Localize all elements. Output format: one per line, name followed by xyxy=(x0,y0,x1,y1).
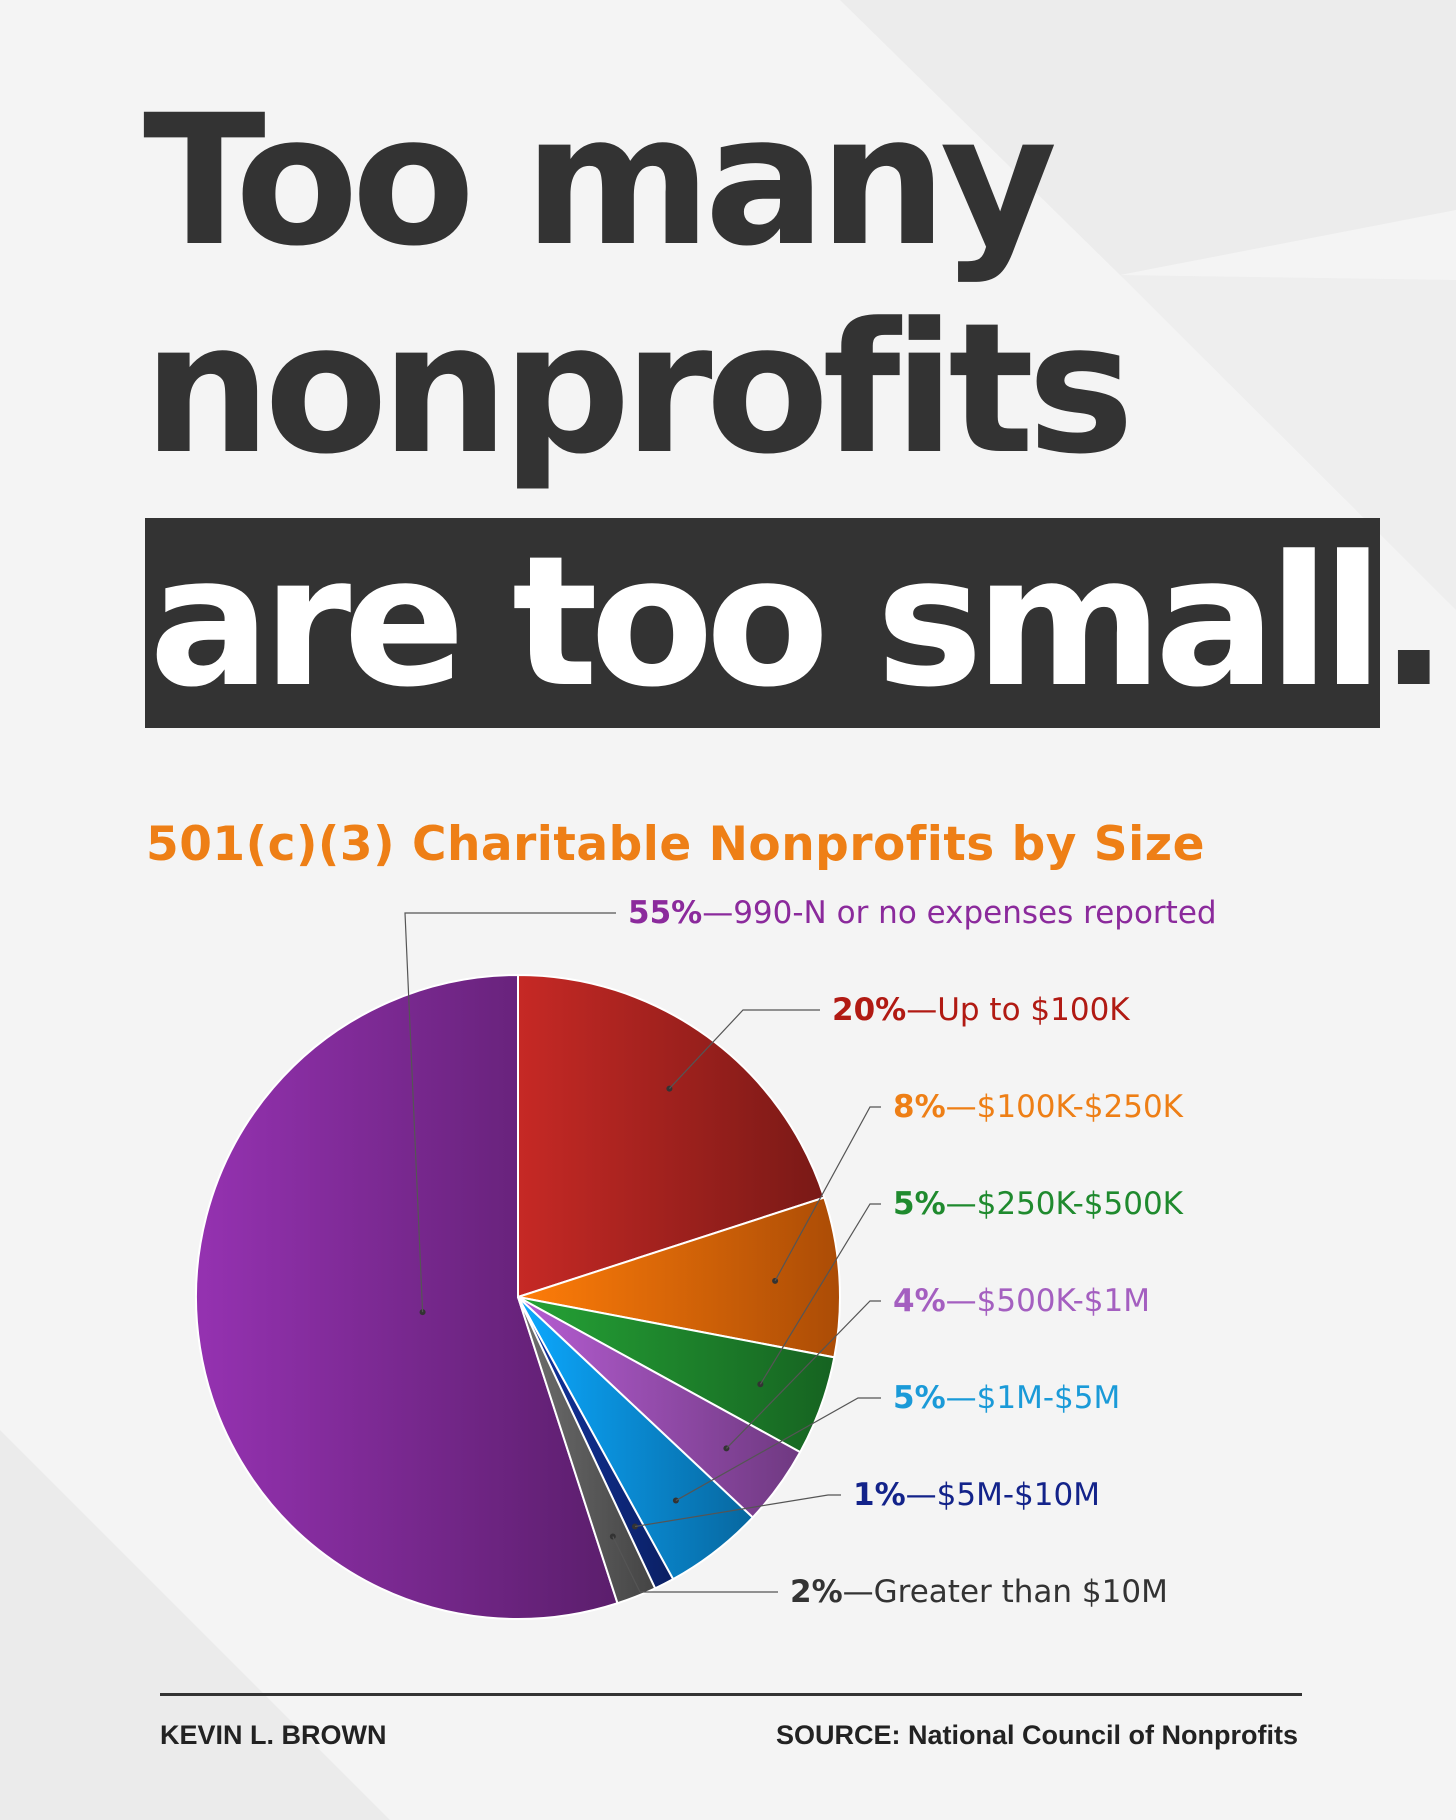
slice-description: —$250K-$500K xyxy=(946,1186,1184,1222)
slice-description: —$100K-$250K xyxy=(946,1089,1184,1125)
leader-line xyxy=(774,1106,881,1282)
author-credit: KEVIN L. BROWN xyxy=(160,1720,387,1750)
headline-line-3: are too small. xyxy=(145,518,1448,728)
slice-percent: 8% xyxy=(893,1089,946,1125)
leader-line xyxy=(675,1397,881,1502)
slice-description: —990-N or no expenses reported xyxy=(702,895,1216,931)
slice-label: 1%—$5M-$10M xyxy=(853,1477,1100,1513)
slice-label: 5%—$250K-$500K xyxy=(893,1186,1184,1222)
leader-line xyxy=(759,1203,881,1385)
slice-label: 55%—990-N or no expenses reported xyxy=(628,895,1217,931)
headline-period: . xyxy=(1379,518,1448,727)
slice-percent: 20% xyxy=(832,992,906,1028)
slice-label: 5%—$1M-$5M xyxy=(893,1380,1120,1416)
headline-highlight: are too small xyxy=(145,518,1384,728)
slice-description: —$5M-$10M xyxy=(906,1477,1100,1513)
slice-percent: 5% xyxy=(893,1186,946,1222)
slice-description: —$1M-$5M xyxy=(946,1380,1121,1416)
pie-slice xyxy=(517,1196,841,1359)
slice-label: 2%—Greater than $10M xyxy=(790,1574,1168,1610)
slice-description: —Greater than $10M xyxy=(843,1574,1168,1610)
pie-slice xyxy=(195,973,619,1620)
slice-percent: 4% xyxy=(893,1283,946,1319)
leader-line xyxy=(612,1536,778,1593)
slice-label: 8%—$100K-$250K xyxy=(893,1089,1184,1125)
slice-percent: 5% xyxy=(893,1380,946,1416)
leader-line xyxy=(668,1009,820,1090)
leader-line xyxy=(404,912,616,1313)
headline-line-2: nonprofits xyxy=(143,285,1134,494)
slice-description: —Up to $100K xyxy=(906,992,1130,1028)
slice-percent: 1% xyxy=(853,1477,906,1513)
slice-label: 20%—Up to $100K xyxy=(832,992,1130,1028)
pie-slice xyxy=(517,973,826,1299)
chart-title: 501(c)(3) Charitable Nonprofits by Size xyxy=(146,817,1205,872)
source-credit: SOURCE: National Council of Nonprofits xyxy=(776,1720,1298,1750)
slice-percent: 2% xyxy=(790,1574,843,1610)
leader-line xyxy=(725,1300,881,1449)
footer-divider xyxy=(160,1693,1302,1696)
slice-label: 4%—$500K-$1M xyxy=(893,1283,1150,1319)
slice-description: —$500K-$1M xyxy=(946,1283,1150,1319)
leader-line xyxy=(634,1494,841,1528)
slice-percent: 55% xyxy=(628,895,702,931)
pie-slice xyxy=(517,1296,657,1605)
headline-line-1: Too many xyxy=(143,77,1057,286)
